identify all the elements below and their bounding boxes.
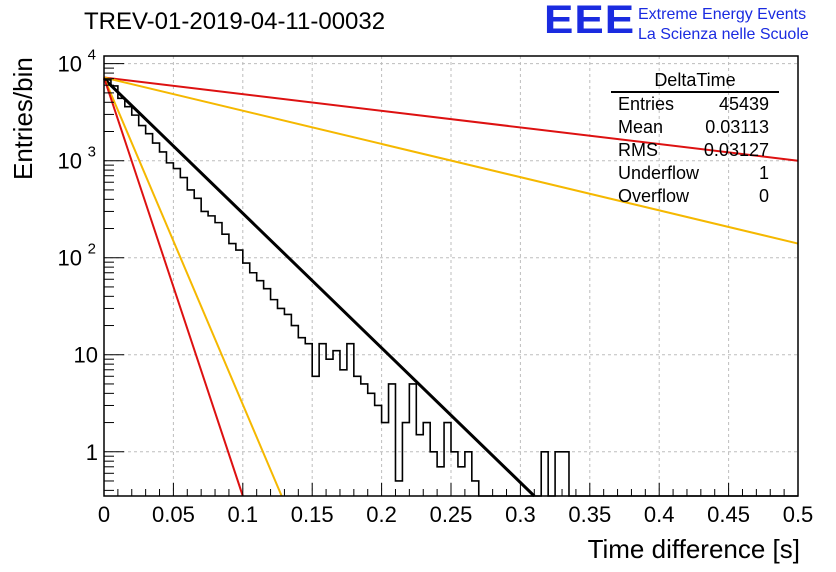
stats-key: Mean	[618, 117, 664, 137]
stats-row-underflow: Underflow 1	[611, 162, 779, 185]
x-tick-label: 0.1	[228, 502, 259, 527]
stats-title: DeltaTime	[611, 70, 779, 93]
fit-line	[102, 77, 536, 498]
x-tick-label: 0.45	[707, 502, 750, 527]
eee-logo-mark: EEE	[544, 0, 636, 43]
y-tick-exponent: 3	[88, 144, 96, 161]
stats-value: 0.03127	[703, 140, 769, 160]
chart-title: TREV-01-2019-04-11-00032	[84, 8, 386, 35]
stats-key: Entries	[618, 94, 675, 114]
fit-curves	[102, 76, 799, 498]
stats-value: 0	[758, 186, 769, 206]
stats-key: Overflow	[618, 186, 690, 206]
x-tick-label: 0.4	[644, 502, 675, 527]
logo-line-2: La Scienza nelle Scuole	[638, 26, 809, 43]
stats-value: 1	[758, 163, 769, 183]
x-tick-label: 0.35	[568, 502, 611, 527]
stats-value: 45439	[718, 94, 769, 114]
y-axis-label: Entries/bin	[8, 57, 38, 180]
x-tick-label: 0.3	[505, 502, 536, 527]
y-tick-label: 1	[86, 440, 98, 465]
exp-curve-4	[103, 77, 244, 497]
y-tick-label: 10	[58, 149, 82, 174]
stats-row-rms: RMS 0.03127	[611, 139, 779, 162]
y-tick-label: 10	[58, 246, 82, 271]
x-tick-label: 0.15	[291, 502, 334, 527]
stats-row-overflow: Overflow 0	[611, 185, 779, 208]
stats-box: DeltaTime Entries 45439 Mean 0.03113 RMS…	[611, 70, 779, 208]
x-tick-label: 0	[98, 502, 110, 527]
x-axis: 0 0.05 0.1 0.15 0.2 0.25 0.3 0.35 0.4 0.45 0.5	[98, 483, 813, 527]
y-tick-exponent: 2	[88, 241, 96, 258]
y-tick-label: 10	[58, 52, 82, 77]
y-axis: 1 10 10 2 10 3 10 4	[58, 47, 124, 491]
exp-curve-1	[103, 76, 799, 162]
x-tick-label: 0.2	[366, 502, 397, 527]
stats-value: 0.03113	[705, 117, 769, 137]
y-tick-exponent: 4	[88, 47, 96, 64]
x-tick-label: 0.05	[152, 502, 195, 527]
logo-line-1: Extreme Energy Events	[638, 6, 807, 23]
exp-curve-2	[103, 76, 799, 245]
x-tick-label: 0.25	[430, 502, 473, 527]
exp-curve-3	[103, 77, 283, 497]
stats-row-mean: Mean 0.03113	[611, 116, 779, 139]
y-tick-label: 10	[74, 343, 98, 368]
stats-key: RMS	[618, 140, 658, 160]
x-axis-label: Time difference [s]	[587, 534, 800, 564]
x-tick-label: 0.5	[783, 502, 814, 527]
stats-row-entries: Entries 45439	[611, 93, 779, 116]
stats-key: Underflow	[618, 163, 700, 183]
